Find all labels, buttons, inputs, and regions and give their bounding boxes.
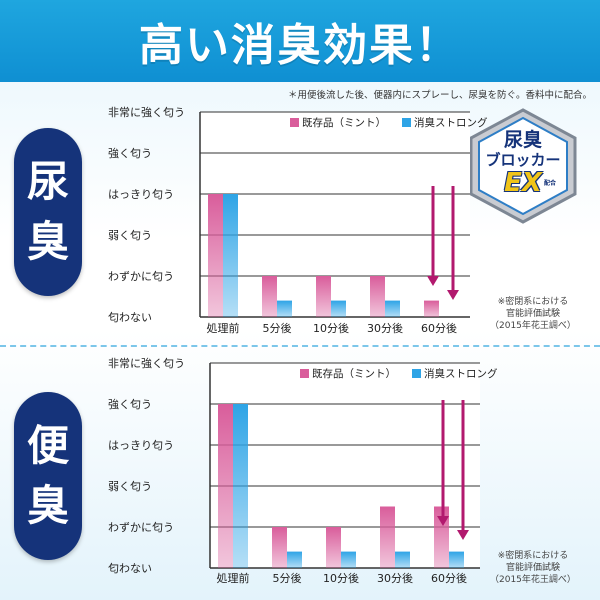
bar-mint — [370, 276, 385, 317]
plot-area — [200, 112, 470, 317]
badge-line2: ブロッカー — [485, 151, 561, 169]
y-tick-label: 弱く匂う — [108, 480, 152, 493]
legend-label: 既存品（ミント） — [312, 367, 396, 380]
section-label-urine: 尿 臭 — [14, 128, 82, 296]
header-banner: 高い消臭効果！ — [0, 0, 600, 82]
y-tick-label: わずかに匂う — [108, 521, 174, 534]
x-tick-label: 30分後 — [367, 321, 403, 335]
bar-strong — [395, 551, 410, 568]
footnote-line: ※密閉系における — [497, 297, 569, 307]
footnote-urine: ※密閉系における 官能評価試験 （2015年花王調べ） — [490, 296, 576, 332]
section-label-feces: 便 臭 — [14, 392, 82, 560]
bar-strong — [233, 404, 248, 568]
footnote-line: （2015年花王調べ） — [490, 321, 576, 331]
bar-mint — [218, 404, 233, 568]
bar-mint — [316, 276, 331, 317]
footnote-line: ※密閉系における — [497, 551, 569, 561]
footnote-line: 官能評価試験 — [505, 563, 560, 573]
footnote-line: （2015年花王調べ） — [490, 575, 576, 585]
x-tick-label: 60分後 — [421, 321, 457, 335]
y-tick-label: 強く匂う — [108, 147, 152, 160]
y-tick-label: わずかに匂う — [108, 270, 174, 283]
legend-swatch — [402, 118, 411, 127]
footnote-line: 官能評価試験 — [505, 309, 560, 319]
bar-strong — [449, 551, 464, 568]
legend-swatch — [300, 369, 309, 378]
arrow-head-icon — [457, 530, 469, 540]
bar-strong — [223, 194, 238, 317]
section-divider — [0, 345, 600, 347]
bar-strong — [385, 300, 400, 317]
arrow-head-icon — [437, 516, 449, 526]
bar-strong — [331, 300, 346, 317]
x-tick-label: 5分後 — [273, 571, 302, 585]
legend-swatch — [412, 369, 421, 378]
bar-mint — [272, 527, 287, 568]
section-label-char: 便 — [26, 421, 69, 470]
y-tick-label: はっきり匂う — [108, 188, 174, 201]
y-tick-label: 匂わない — [108, 311, 152, 324]
bar-mint — [262, 276, 277, 317]
y-tick-label: 弱く匂う — [108, 229, 152, 242]
y-tick-label: 強く匂う — [108, 398, 152, 411]
arrow-head-icon — [427, 276, 439, 286]
section-label-char: 臭 — [26, 217, 69, 266]
usage-note: ＊用便後流した後、便器内にスプレーし、尿臭を防ぐ。香料中に配合。 — [287, 90, 592, 101]
footnote-feces: ※密閉系における 官能評価試験 （2015年花王調べ） — [490, 550, 576, 586]
badge-line1: 尿臭 — [503, 129, 542, 151]
page-title: 高い消臭効果！ — [139, 20, 461, 71]
x-tick-label: 処理前 — [207, 321, 240, 335]
section-label-char: 尿 — [26, 157, 69, 206]
legend-swatch — [290, 118, 299, 127]
x-tick-label: 処理前 — [217, 571, 250, 585]
x-tick-label: 60分後 — [431, 571, 467, 585]
x-tick-label: 10分後 — [323, 571, 359, 585]
section-label-char: 臭 — [26, 481, 69, 530]
badge-sub: 配合 — [544, 180, 557, 187]
bar-mint — [326, 527, 341, 568]
y-tick-label: 匂わない — [108, 562, 152, 575]
bar-mint — [424, 300, 439, 317]
bar-strong — [277, 300, 292, 317]
arrow-head-icon — [447, 290, 459, 300]
badge-hexagon-icon — [469, 108, 577, 224]
badge-line3: EX — [504, 168, 542, 198]
product-badge: 尿臭 ブロッカー EX 配合 — [462, 106, 584, 226]
bar-strong — [341, 551, 356, 568]
legend-label: 消臭ストロング — [414, 116, 488, 129]
legend-label: 消臭ストロング — [424, 367, 498, 380]
bar-mint — [380, 506, 395, 568]
y-tick-label: 非常に強く匂う — [108, 106, 185, 119]
bar-mint — [208, 194, 223, 317]
legend-label: 既存品（ミント） — [302, 116, 386, 129]
y-tick-label: 非常に強く匂う — [108, 357, 185, 370]
y-tick-label: はっきり匂う — [108, 439, 174, 452]
x-tick-label: 5分後 — [263, 321, 292, 335]
x-tick-label: 30分後 — [377, 571, 413, 585]
x-tick-label: 10分後 — [313, 321, 349, 335]
bar-strong — [287, 551, 302, 568]
